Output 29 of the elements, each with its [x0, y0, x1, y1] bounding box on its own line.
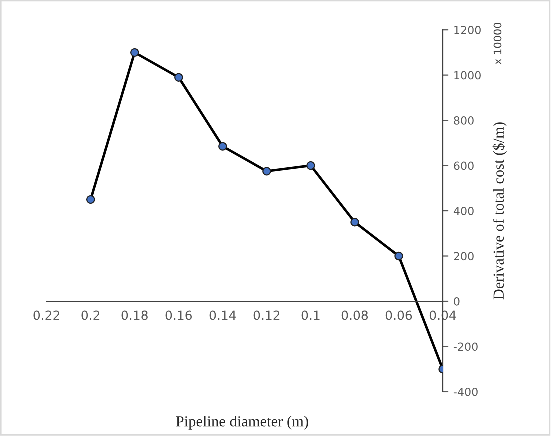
y-tick-label: 1000: [454, 71, 481, 80]
point: [262, 167, 272, 176]
x-tick-label: 0.14: [210, 310, 236, 320]
y-tick-label: 1200: [454, 26, 481, 34]
y-tick-label: 600: [454, 162, 474, 170]
x-tick-label: 0.06: [386, 310, 412, 320]
point: [394, 252, 404, 261]
text: x 10000: [494, 22, 502, 65]
x-axis-title: Pipeline diameter (m): [176, 416, 308, 430]
y-tick-label: 800: [454, 116, 474, 125]
point: [130, 48, 140, 58]
y-tick-label: 0: [454, 297, 460, 306]
point: [86, 195, 96, 204]
point: [174, 73, 184, 82]
point: [218, 142, 228, 151]
x-tick-label: 0.16: [166, 310, 192, 320]
y-tick-label: -200: [454, 342, 478, 352]
x-tick-label: 0.18: [122, 310, 148, 320]
x-tick-label: 0.2: [82, 310, 100, 320]
y-axis-title: Derivative of total cost ($/m): [492, 122, 508, 300]
y-tick-label: 400: [454, 207, 474, 216]
y-tick-label: -400: [454, 388, 478, 396]
x-tick-label: 0.1: [302, 310, 320, 320]
x-tick-label: 0.08: [342, 310, 368, 320]
point: [350, 218, 360, 227]
y-tick-label: 200: [454, 252, 474, 261]
x-tick-label: 0.12: [254, 310, 280, 320]
x-tick-label: 0.22: [34, 310, 60, 320]
point: [306, 161, 316, 170]
